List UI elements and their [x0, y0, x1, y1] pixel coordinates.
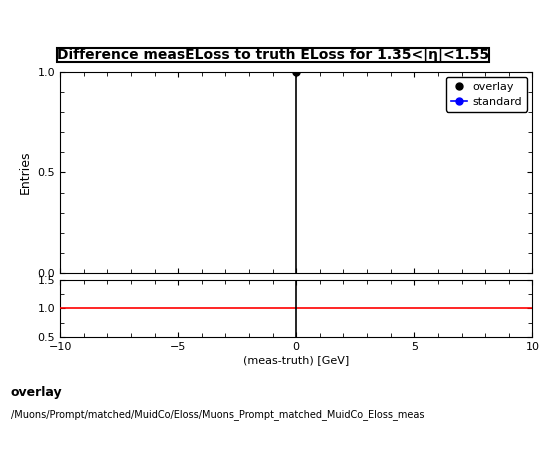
Text: overlay: overlay: [11, 386, 63, 399]
Text: /Muons/Prompt/matched/MuidCo/Eloss/Muons_Prompt_matched_MuidCo_Eloss_meas: /Muons/Prompt/matched/MuidCo/Eloss/Muons…: [11, 409, 424, 420]
Y-axis label: Entries: Entries: [19, 151, 32, 194]
Legend: overlay, standard: overlay, standard: [446, 77, 527, 112]
X-axis label: (meas-truth) [GeV]: (meas-truth) [GeV]: [243, 355, 349, 365]
Text: Difference measELoss to truth ELoss for 1.35<|η|<1.55: Difference measELoss to truth ELoss for …: [57, 49, 489, 62]
